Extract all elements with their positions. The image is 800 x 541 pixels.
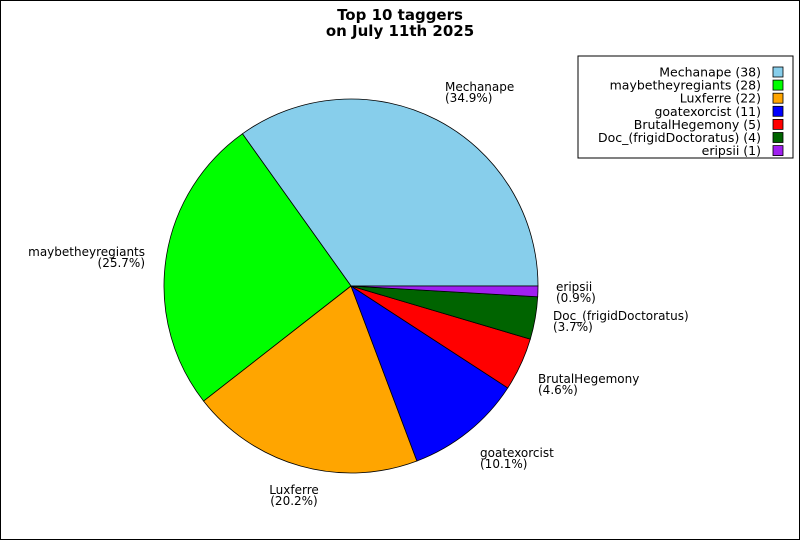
slice-label-luxferre: Luxferre (20.2%) xyxy=(269,483,319,508)
legend-swatch-luxferre xyxy=(772,92,784,104)
legend-swatch-goatexorcist xyxy=(772,105,784,117)
legend-label-mechanape: Mechanape (38) xyxy=(659,65,761,80)
legend-swatch-eripsii xyxy=(772,145,784,157)
pie-slice-goatexorcist xyxy=(350,285,509,462)
legend-box xyxy=(577,55,794,159)
slice-label-goatexorcist: goatexorcist (10.1%) xyxy=(480,446,554,471)
pie-slices xyxy=(163,98,539,474)
pie-slice-maybetheyregiants xyxy=(163,133,352,402)
legend-swatch-doc-frigiddoctoratus xyxy=(772,132,784,143)
legend-label-doc-frigiddoctoratus: Doc_(frigidDoctoratus) (4) xyxy=(598,130,761,145)
pie-slice-luxferre xyxy=(203,285,418,474)
legend-label-luxferre: Luxferre (22) xyxy=(680,91,761,106)
legend-swatch-mechanape xyxy=(772,66,784,78)
legend-label-brutalhegemony: BrutalHegemony (5) xyxy=(634,117,761,132)
pie-slice-eripsii xyxy=(350,285,539,298)
slice-labels: Mechanape (34.9%) maybetheyregiants (25.7%)… xyxy=(28,80,689,508)
pie-slice-mechanape xyxy=(241,98,539,287)
slice-label-eripsii: eripsii (0.9%) xyxy=(556,280,596,305)
slice-label-mechanape: Mechanape (34.9%) xyxy=(445,80,514,105)
chart-title-line-1: Top 10 taggers xyxy=(337,6,463,24)
legend-label-goatexorcist: goatexorcist (11) xyxy=(654,104,761,119)
legend-swatch-brutalhegemony xyxy=(772,119,784,130)
legend-label-maybetheyregiants: maybetheyregiants (28) xyxy=(610,78,761,93)
slice-label-doc-frigiddoctoratus: Doc_(frigidDoctoratus) (3.7%) xyxy=(553,309,689,334)
legend-swatch-maybetheyregiants xyxy=(772,79,784,91)
legend-label-eripsii: eripsii (1) xyxy=(702,143,761,158)
legend: Mechanape (38)maybetheyregiants (28)Luxf… xyxy=(577,55,794,159)
chart-title-line-2: on July 11th 2025 xyxy=(326,22,474,40)
slice-label-brutalhegemony: BrutalHegemony (4.6%) xyxy=(538,372,639,397)
slice-label-maybetheyregiants: maybetheyregiants (25.7%) xyxy=(28,245,145,270)
